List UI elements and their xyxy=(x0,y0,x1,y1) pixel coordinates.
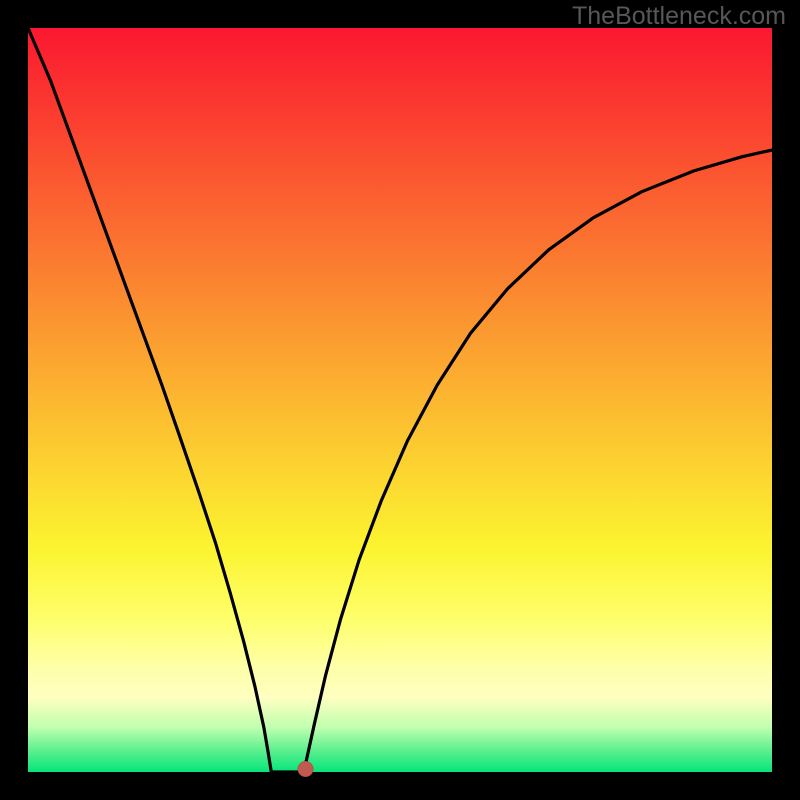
bottleneck-chart xyxy=(0,0,800,800)
gradient-background xyxy=(28,28,772,772)
optimum-marker xyxy=(298,761,314,777)
chart-frame: TheBottleneck.com xyxy=(0,0,800,800)
